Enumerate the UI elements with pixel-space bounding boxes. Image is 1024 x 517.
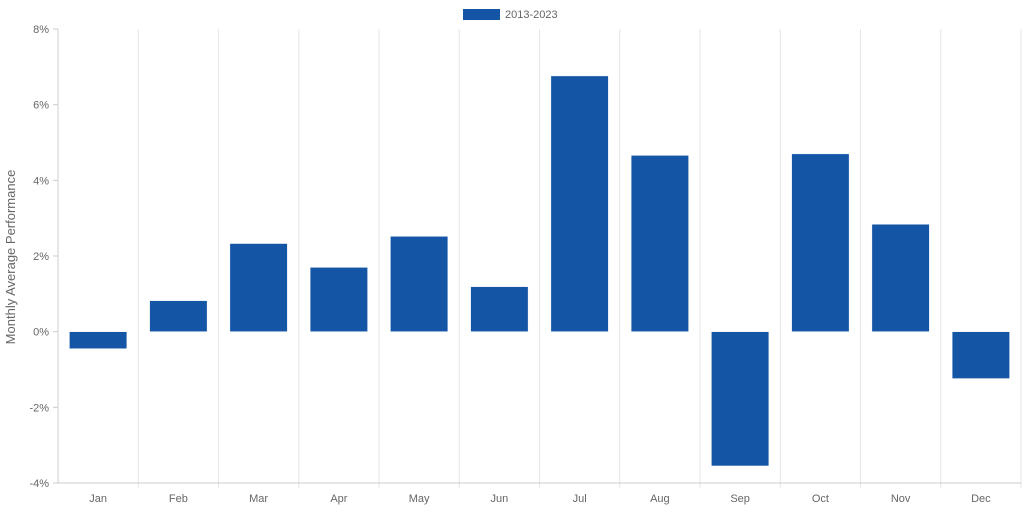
- bar-jan[interactable]: [69, 331, 128, 349]
- x-tick-label: Aug: [650, 493, 670, 505]
- bar-oct[interactable]: [791, 153, 850, 332]
- y-tick-label: 4%: [33, 175, 49, 187]
- x-tick-label: Sep: [730, 493, 750, 505]
- y-tick-label: -2%: [29, 402, 49, 414]
- axes: [53, 28, 1021, 484]
- y-tick-label: 8%: [33, 24, 49, 36]
- bar-jun[interactable]: [470, 286, 529, 332]
- bar-may[interactable]: [390, 236, 449, 332]
- x-tick-label: May: [409, 493, 430, 505]
- legend[interactable]: 2013-2023: [463, 9, 558, 21]
- legend-label: 2013-2023: [505, 9, 558, 21]
- grid-lines: [137, 29, 1022, 488]
- y-tick-label: 6%: [33, 100, 49, 112]
- x-axis-tick-labels: Jan Feb Mar Apr May Jun Jul Aug Sep Oct Nov Dec: [89, 493, 991, 505]
- bar-apr[interactable]: [309, 267, 368, 332]
- x-tick-label: Oct: [812, 493, 829, 505]
- y-tick-label: -4%: [29, 478, 49, 490]
- bar-jul[interactable]: [550, 75, 609, 332]
- x-tick-label: Feb: [169, 493, 188, 505]
- x-tick-label: Apr: [330, 493, 347, 505]
- x-tick-label: Jun: [491, 493, 509, 505]
- x-tick-label: Dec: [971, 493, 991, 505]
- x-tick-label: Mar: [249, 493, 268, 505]
- y-tick-label: 0%: [33, 327, 49, 339]
- y-axis-tick-labels: -4% -2% 0% 2% 4% 6% 8%: [29, 24, 49, 490]
- bar-mar[interactable]: [229, 243, 288, 332]
- bar-sep[interactable]: [711, 331, 770, 467]
- bars: [69, 75, 1010, 467]
- bar-dec[interactable]: [951, 331, 1010, 379]
- y-tick-label: 2%: [33, 251, 49, 263]
- x-tick-label: Nov: [891, 493, 911, 505]
- bar-aug[interactable]: [630, 155, 689, 332]
- y-axis-title: Monthly Average Performance: [3, 170, 18, 345]
- bar-nov[interactable]: [871, 223, 930, 332]
- bar-feb[interactable]: [149, 300, 208, 332]
- x-tick-label: Jan: [89, 493, 107, 505]
- x-tick-label: Jul: [573, 493, 587, 505]
- legend-swatch: [463, 9, 500, 20]
